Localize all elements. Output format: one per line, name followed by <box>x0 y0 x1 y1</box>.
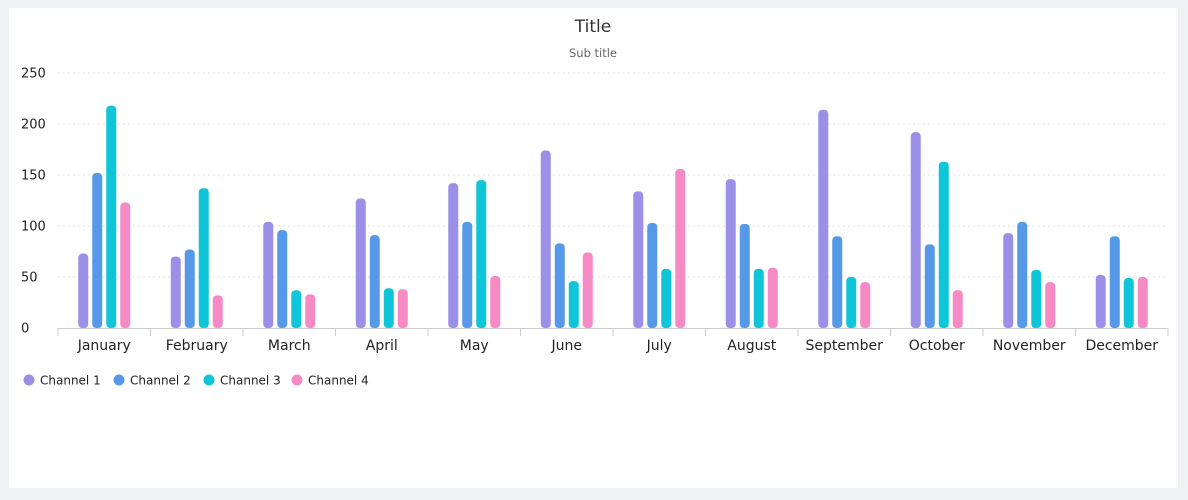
legend-item-channel-2[interactable]: Channel 2 <box>113 374 191 388</box>
gridlines <box>58 72 1168 278</box>
bar-channel-4-july[interactable] <box>675 168 686 328</box>
bar-channel-4-february[interactable] <box>212 295 223 328</box>
bar-channel-2-december[interactable] <box>1109 236 1120 328</box>
bar-channel-4-september[interactable] <box>860 282 871 328</box>
chart-subtitle: Sub title <box>569 46 617 60</box>
bar-channel-1-july[interactable] <box>633 191 644 328</box>
bar-channel-4-march[interactable] <box>305 294 316 328</box>
legend-label: Channel 1 <box>40 374 101 388</box>
bar-channel-1-february[interactable] <box>170 256 181 328</box>
chart-title: Title <box>574 17 611 37</box>
bar-channel-3-october[interactable] <box>938 161 949 328</box>
y-tick-label: 0 <box>21 322 29 337</box>
chart-card: Title Sub title 0 50 100 150 200 250 January F… <box>9 8 1178 488</box>
bar-channel-2-august[interactable] <box>739 223 750 328</box>
bar-chart: Title Sub title 0 50 100 150 200 250 January F… <box>21 17 1169 388</box>
bar-channel-1-april[interactable] <box>355 198 366 328</box>
bar-channel-1-march[interactable] <box>263 221 274 328</box>
legend-label: Channel 2 <box>130 374 191 388</box>
bar-channel-1-june[interactable] <box>540 150 551 328</box>
x-axis: January February March April May June July Augu… <box>57 328 1169 354</box>
bar-channel-3-august[interactable] <box>753 268 764 328</box>
legend-swatch <box>113 374 125 386</box>
legend: Channel 1 Channel 2 Channel 3 Channel 4 <box>23 374 369 388</box>
bar-channel-4-october[interactable] <box>952 290 963 328</box>
x-tick-label: February <box>166 338 228 354</box>
bar-channel-2-july[interactable] <box>647 222 658 328</box>
x-tick-label: April <box>366 338 398 354</box>
legend-item-channel-4[interactable]: Channel 4 <box>291 374 369 388</box>
bars <box>78 105 1148 328</box>
x-tick-label: June <box>551 338 583 354</box>
y-tick-label: 200 <box>21 118 46 133</box>
x-tick-label: January <box>77 338 131 354</box>
bar-channel-2-may[interactable] <box>462 221 473 328</box>
legend-item-channel-1[interactable]: Channel 1 <box>23 374 101 388</box>
bar-channel-3-july[interactable] <box>661 268 672 328</box>
bar-channel-3-june[interactable] <box>568 281 579 328</box>
x-tick-label: October <box>909 338 965 354</box>
bar-channel-3-september[interactable] <box>846 277 857 328</box>
x-tick-label: September <box>806 338 884 354</box>
bar-channel-4-december[interactable] <box>1137 277 1148 328</box>
bar-channel-2-october[interactable] <box>924 244 935 328</box>
legend-swatch <box>203 374 215 386</box>
x-tick-label: August <box>727 338 777 354</box>
legend-swatch <box>23 374 35 386</box>
bar-channel-2-march[interactable] <box>277 230 288 328</box>
legend-swatch <box>291 374 303 386</box>
bar-channel-4-january[interactable] <box>120 202 131 328</box>
bar-channel-2-january[interactable] <box>92 172 103 328</box>
bar-channel-1-may[interactable] <box>448 183 459 328</box>
y-axis: 0 50 100 150 200 250 <box>21 67 46 337</box>
y-tick-label: 50 <box>21 271 38 286</box>
bar-channel-3-february[interactable] <box>198 188 209 328</box>
bar-channel-1-october[interactable] <box>910 132 921 328</box>
legend-label: Channel 3 <box>220 374 281 388</box>
bar-channel-2-november[interactable] <box>1017 221 1028 328</box>
bar-channel-1-august[interactable] <box>725 179 736 328</box>
bar-channel-2-june[interactable] <box>554 243 565 328</box>
bar-channel-3-november[interactable] <box>1031 269 1042 328</box>
bar-channel-3-march[interactable] <box>291 290 302 328</box>
x-tick-label: March <box>268 338 311 354</box>
bar-channel-1-september[interactable] <box>818 109 829 328</box>
bar-channel-4-may[interactable] <box>490 275 501 328</box>
bar-channel-3-december[interactable] <box>1123 278 1134 328</box>
bar-channel-3-april[interactable] <box>383 288 394 328</box>
bar-channel-3-may[interactable] <box>476 180 487 328</box>
bar-channel-4-august[interactable] <box>767 267 778 328</box>
bar-channel-1-december[interactable] <box>1095 274 1106 328</box>
bar-channel-1-november[interactable] <box>1003 233 1014 328</box>
y-tick-label: 150 <box>21 169 46 184</box>
bar-channel-2-february[interactable] <box>184 249 195 328</box>
legend-label: Channel 4 <box>308 374 369 388</box>
legend-item-channel-3[interactable]: Channel 3 <box>203 374 281 388</box>
bar-channel-4-april[interactable] <box>397 289 408 328</box>
bar-channel-2-april[interactable] <box>369 235 380 328</box>
x-tick-label: November <box>993 338 1066 354</box>
bar-channel-1-january[interactable] <box>78 253 89 328</box>
bar-channel-4-november[interactable] <box>1045 282 1056 328</box>
y-tick-label: 250 <box>21 67 46 82</box>
x-tick-label: May <box>460 338 489 354</box>
bar-channel-4-june[interactable] <box>582 252 593 328</box>
x-tick-label: December <box>1085 338 1158 354</box>
y-tick-label: 100 <box>21 220 46 235</box>
bar-channel-3-january[interactable] <box>106 105 117 328</box>
bar-channel-2-september[interactable] <box>832 236 843 328</box>
x-tick-label: July <box>646 338 672 354</box>
